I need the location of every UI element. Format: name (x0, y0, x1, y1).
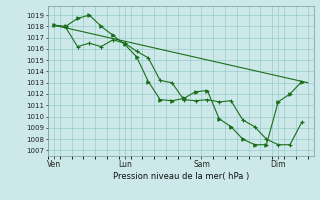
X-axis label: Pression niveau de la mer( hPa ): Pression niveau de la mer( hPa ) (113, 172, 249, 181)
